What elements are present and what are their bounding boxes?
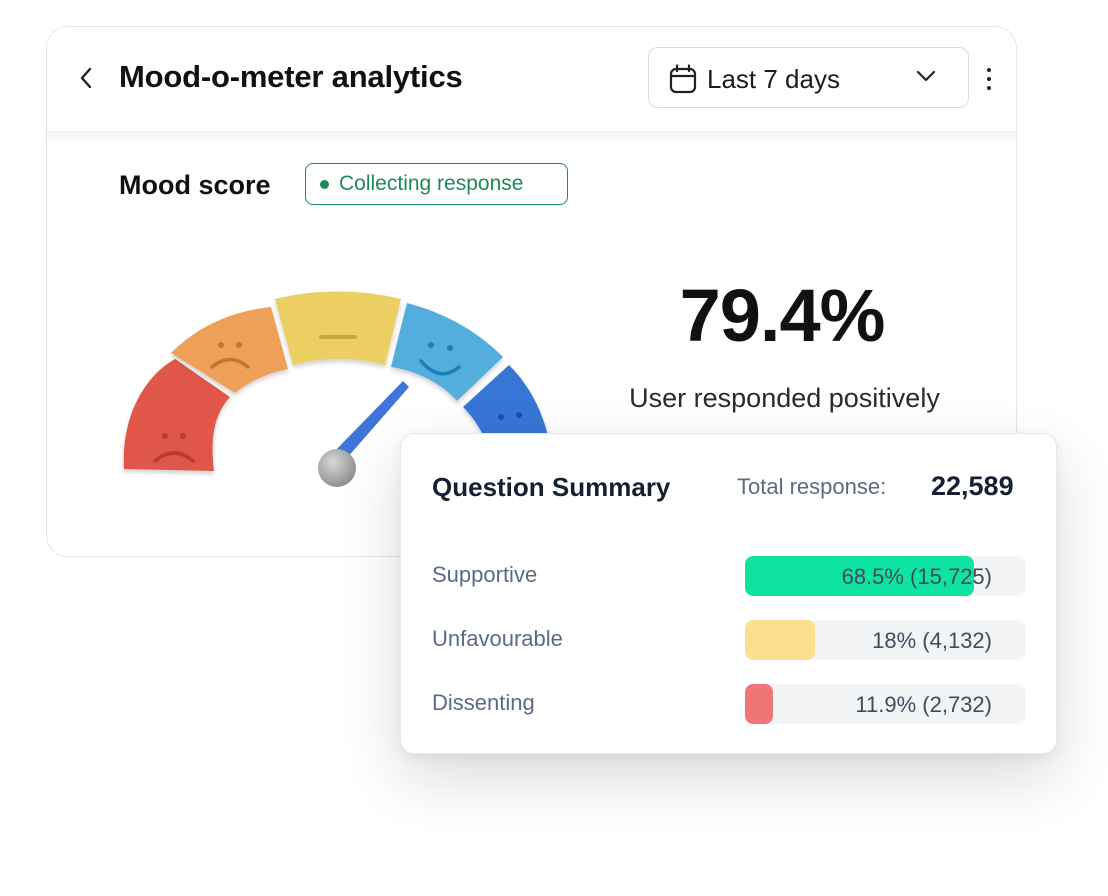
bar-value-supportive: 68.5% (15,725) [841,564,992,589]
gauge-segment-very-unhappy [123,359,230,471]
mood-score-caption: User responded positively [629,383,940,413]
back-button[interactable] [71,63,101,93]
status-dot-icon [320,179,329,189]
gauge-segment-happy [391,303,503,401]
gauge-needle [318,381,409,487]
bar-supportive: 68.5% (15,725) [745,556,1026,596]
date-range-select[interactable]: Last 7 days [648,47,969,108]
card-header: Mood-o-meter analytics Last 7 days [47,27,1016,133]
page-title: Mood-o-meter analytics [119,59,463,94]
status-badge-label: Collecting response [339,172,524,195]
row-label-dissenting: Dissenting [432,690,535,715]
row-label-unfavourable: Unfavourable [432,626,563,651]
chevron-left-icon [80,67,92,89]
chevron-down-icon [916,70,936,82]
more-vertical-icon [987,68,991,72]
more-options-button[interactable] [977,65,1001,93]
status-badge: Collecting response [305,163,568,205]
calendar-icon [669,64,697,94]
bar-value-unfavourable: 18% (4,132) [872,628,992,653]
question-summary-card: Question Summary Total response: 22,589 … [400,433,1057,754]
bar-dissenting: 11.9% (2,732) [745,684,1026,724]
bar-fill-dissenting [745,684,774,724]
gauge-segment-neutral [275,291,401,365]
bar-fill-supportive [745,556,974,596]
analytics-card: Mood-o-meter analytics Last 7 days Mood … [46,26,1017,557]
gauge-segment-unhappy [171,307,288,393]
header-divider [47,131,1016,145]
date-range-value: Last 7 days [707,64,840,94]
bar-unfavourable: 18% (4,132) [745,620,1026,660]
row-label-supportive: Supportive [432,562,538,587]
total-response-value: 22,589 [931,471,1014,501]
total-response-label: Total response: [737,474,887,499]
bar-value-dissenting: 11.9% (2,732) [855,692,992,717]
mood-score-value: 79.4% [679,274,886,357]
summary-title: Question Summary [432,472,671,502]
bar-fill-unfavourable [745,620,816,660]
mood-score-label: Mood score [119,170,271,200]
